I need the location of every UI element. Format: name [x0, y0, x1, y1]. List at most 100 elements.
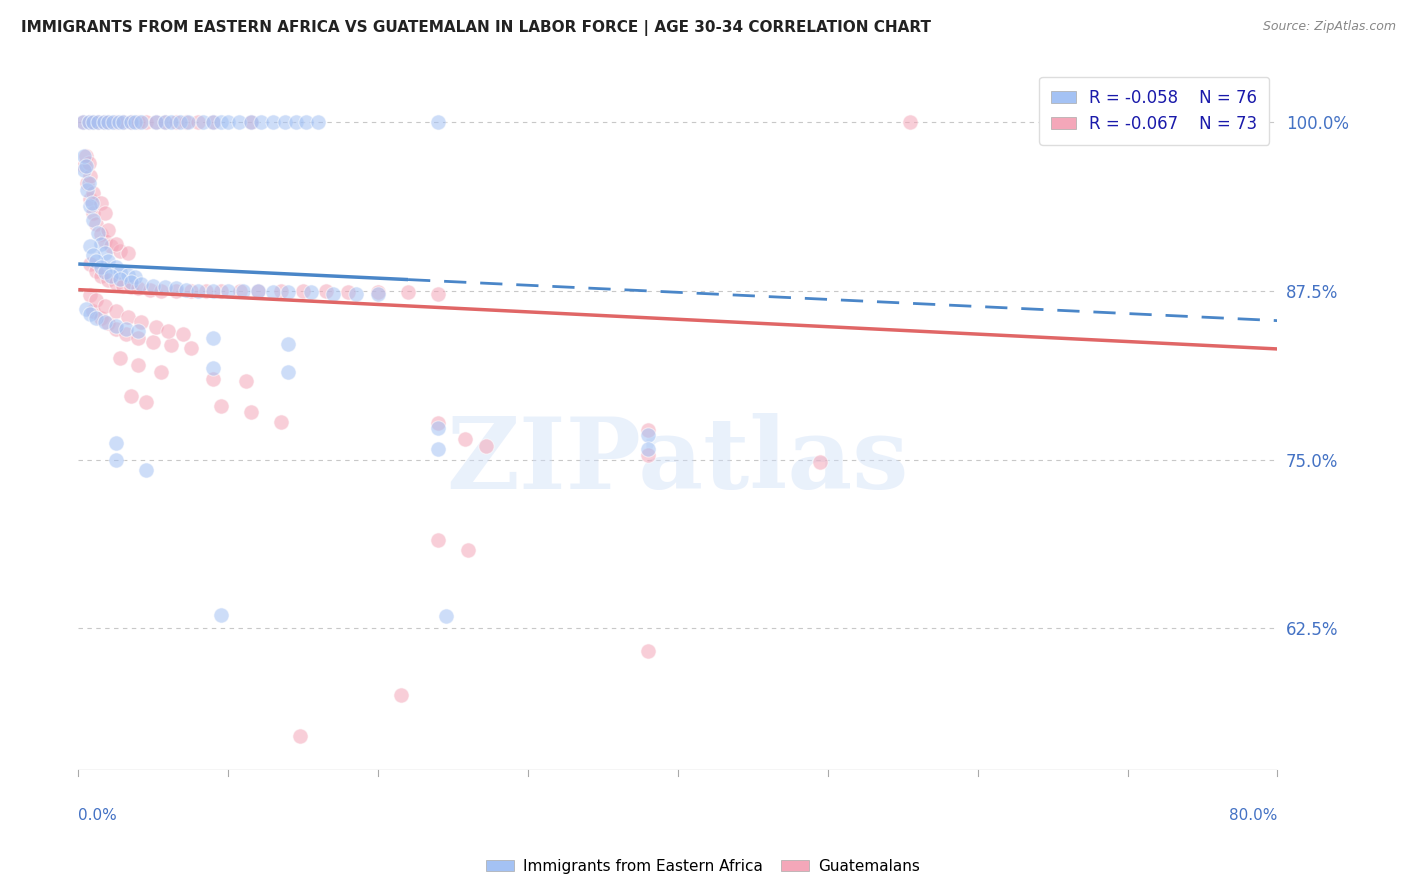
Point: [239, 405, 262, 419]
Point: [344, 286, 367, 301]
Point: [202, 331, 225, 345]
Point: [94, 246, 117, 260]
Point: [117, 246, 139, 260]
Point: [97, 254, 120, 268]
Point: [180, 284, 202, 298]
Point: [209, 284, 232, 298]
Point: [82, 115, 104, 129]
Point: [104, 452, 127, 467]
Point: [202, 115, 225, 129]
Point: [124, 115, 146, 129]
Point: [80, 196, 103, 211]
Point: [637, 428, 659, 442]
Point: [127, 281, 149, 295]
Point: [250, 115, 273, 129]
Point: [79, 169, 101, 184]
Point: [288, 729, 311, 743]
Point: [107, 115, 129, 129]
Point: [209, 399, 232, 413]
Point: [427, 115, 450, 129]
Point: [101, 115, 124, 129]
Point: [97, 273, 120, 287]
Point: [73, 162, 96, 177]
Point: [155, 115, 177, 129]
Point: [337, 285, 360, 300]
Point: [94, 206, 117, 220]
Point: [77, 156, 100, 170]
Point: [165, 284, 187, 298]
Point: [145, 115, 167, 129]
Point: [82, 115, 104, 129]
Point: [73, 159, 96, 173]
Point: [94, 315, 117, 329]
Point: [277, 365, 299, 379]
Point: [129, 115, 152, 129]
Point: [82, 304, 104, 318]
Point: [155, 280, 177, 294]
Point: [104, 236, 127, 251]
Point: [202, 115, 225, 129]
Point: [322, 286, 344, 301]
Point: [898, 115, 921, 129]
Point: [135, 463, 157, 477]
Point: [117, 310, 139, 324]
Point: [120, 389, 142, 403]
Point: [110, 351, 132, 366]
Point: [292, 284, 315, 298]
Point: [202, 371, 225, 385]
Point: [232, 284, 254, 298]
Point: [84, 310, 107, 325]
Point: [127, 325, 149, 339]
Point: [77, 176, 100, 190]
Point: [104, 260, 127, 274]
Point: [239, 115, 262, 129]
Text: 80.0%: 80.0%: [1229, 808, 1278, 823]
Point: [94, 265, 117, 279]
Point: [100, 239, 122, 253]
Point: [120, 280, 142, 294]
Point: [139, 283, 162, 297]
Point: [97, 115, 120, 129]
Point: [129, 315, 152, 329]
Point: [72, 115, 94, 129]
Point: [90, 236, 112, 251]
Point: [274, 115, 297, 129]
Legend: R = -0.058    N = 76, R = -0.067    N = 73: R = -0.058 N = 76, R = -0.067 N = 73: [1039, 77, 1270, 145]
Point: [427, 421, 450, 435]
Point: [77, 115, 100, 129]
Point: [299, 285, 322, 300]
Point: [187, 115, 209, 129]
Point: [82, 247, 104, 261]
Point: [228, 115, 250, 129]
Point: [72, 115, 94, 129]
Point: [239, 115, 262, 129]
Point: [295, 115, 318, 129]
Point: [104, 319, 127, 334]
Point: [145, 115, 167, 129]
Point: [165, 115, 187, 129]
Point: [110, 244, 132, 258]
Point: [104, 322, 127, 336]
Point: [76, 183, 98, 197]
Point: [79, 307, 101, 321]
Point: [97, 316, 120, 330]
Point: [115, 327, 138, 342]
Point: [75, 149, 97, 163]
Point: [104, 276, 127, 290]
Point: [427, 442, 450, 456]
Point: [93, 115, 115, 129]
Point: [79, 192, 101, 206]
Point: [202, 284, 225, 298]
Point: [90, 196, 112, 211]
Point: [84, 293, 107, 308]
Point: [84, 217, 107, 231]
Point: [277, 285, 299, 300]
Point: [90, 269, 112, 284]
Point: [104, 436, 127, 450]
Point: [127, 115, 149, 129]
Point: [160, 115, 183, 129]
Point: [84, 254, 107, 268]
Point: [75, 159, 97, 173]
Point: [120, 115, 142, 129]
Point: [217, 284, 239, 298]
